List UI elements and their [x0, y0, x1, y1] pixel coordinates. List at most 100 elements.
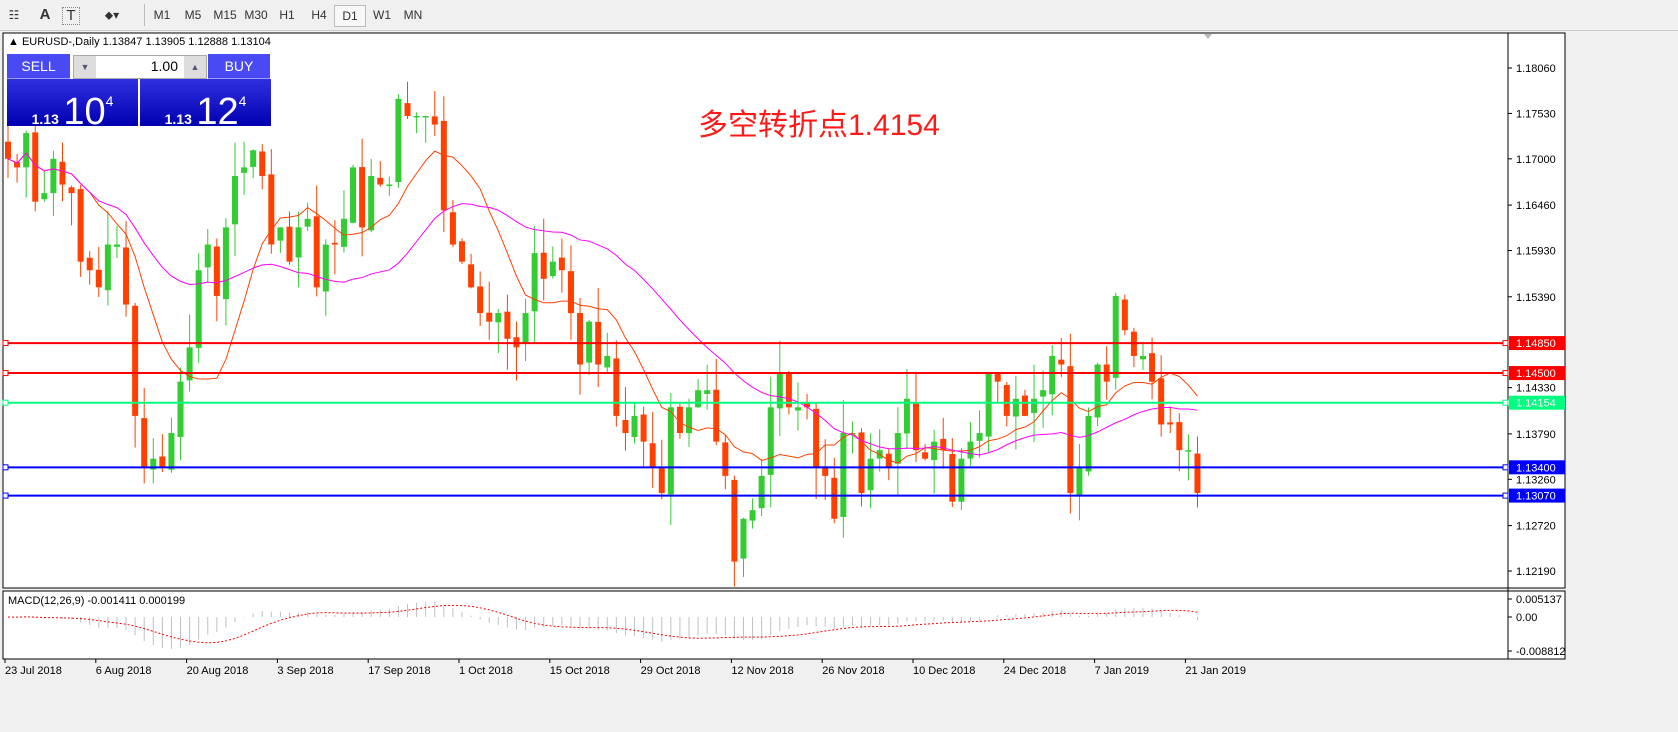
divider: [144, 4, 145, 26]
candle: [1049, 345, 1056, 416]
candle-body: [1121, 299, 1128, 331]
macd-tick-label: -0.008812: [1516, 646, 1566, 658]
candle-body: [77, 189, 84, 262]
candle: [649, 412, 656, 488]
sell-label[interactable]: SELL: [7, 54, 70, 79]
price-line-tag: [1509, 366, 1565, 381]
candle: [204, 229, 211, 283]
candle-body: [1167, 422, 1174, 425]
candle-body: [822, 466, 829, 476]
candle-body: [1003, 385, 1010, 416]
candle: [104, 210, 111, 306]
candle-body: [713, 389, 720, 442]
buy-pips: 12: [196, 91, 239, 133]
candle: [613, 340, 620, 427]
buy-label[interactable]: BUY: [208, 54, 270, 79]
candle-body: [1149, 353, 1156, 382]
pivot-annotation: 多空转折点1.4154: [698, 109, 940, 142]
price-line-tag: [1509, 488, 1565, 503]
candle: [1121, 294, 1128, 336]
candle: [68, 185, 75, 226]
price-tick-label: 1.15390: [1516, 292, 1556, 304]
candle: [1185, 434, 1192, 481]
candle-body: [1176, 422, 1183, 451]
candle-body: [250, 150, 257, 167]
candle-body: [431, 116, 438, 125]
candle: [395, 94, 402, 188]
candle-body: [322, 244, 329, 292]
date-tick-label: 26 Nov 2018: [822, 665, 884, 677]
date-tick-label: 23 Jul 2018: [5, 665, 62, 677]
candle: [277, 227, 284, 253]
price-line-tag: [1509, 460, 1565, 475]
candle-body: [794, 407, 801, 411]
candle: [676, 403, 683, 439]
arrows-tool-icon[interactable]: ⬥▾: [104, 8, 120, 22]
candle-body: [531, 253, 538, 312]
candle: [340, 190, 347, 253]
line-handle: [1502, 464, 1509, 471]
lot-value[interactable]: 1.00: [150, 58, 178, 74]
buy-prefix: 1.13: [164, 111, 192, 127]
candle: [123, 221, 130, 317]
candle: [767, 376, 774, 508]
lot-stepper[interactable]: ▼ 1.00 ▲: [73, 55, 207, 79]
buy-fraction: 4: [238, 93, 247, 109]
candle-body: [903, 398, 910, 434]
tf-h4[interactable]: H4: [311, 8, 327, 22]
lot-decrease-icon[interactable]: ▼: [74, 56, 96, 78]
tf-w1[interactable]: W1: [373, 8, 391, 22]
candle: [1058, 338, 1065, 378]
candle-body: [604, 355, 611, 368]
candle-body: [613, 358, 620, 416]
candle: [1076, 443, 1083, 521]
date-tick-label: 12 Nov 2018: [731, 665, 793, 677]
tf-m1[interactable]: M1: [153, 8, 171, 22]
line-handle: [2, 399, 9, 406]
candle: [213, 238, 220, 322]
buy-button[interactable]: 1.13 124: [140, 79, 271, 133]
sell-prefix: 1.13: [31, 111, 59, 127]
candle-body: [704, 390, 711, 394]
candle: [259, 144, 266, 190]
text-tool-button[interactable]: A: [39, 6, 51, 23]
tf-mn[interactable]: MN: [403, 8, 423, 22]
price-line-tag: [1509, 336, 1565, 351]
text-label-tool-button[interactable]: T: [62, 7, 80, 25]
sell-button[interactable]: 1.13 104: [7, 79, 138, 133]
fibo-tool-icon[interactable]: ☷: [8, 8, 20, 22]
lot-increase-icon[interactable]: ▲: [184, 56, 206, 78]
tf-m30[interactable]: M30: [244, 8, 268, 22]
candle-body: [5, 141, 11, 159]
candle-body: [722, 442, 729, 476]
candle-body: [1076, 467, 1083, 497]
price-tick-label: 1.17530: [1516, 108, 1556, 120]
candle-body: [1040, 390, 1047, 397]
candle: [622, 387, 629, 451]
candle: [785, 370, 792, 415]
candle-body: [913, 402, 919, 451]
tf-h1[interactable]: H1: [279, 8, 295, 22]
candle-body: [141, 418, 148, 468]
candle-body: [667, 407, 674, 495]
candle: [667, 393, 674, 526]
candle-body: [304, 218, 311, 227]
candle: [449, 199, 456, 248]
candle-body: [41, 193, 48, 200]
candle-body: [776, 373, 783, 409]
candle: [359, 138, 366, 257]
candle: [903, 369, 910, 449]
candle: [849, 421, 856, 454]
candle-body: [522, 313, 529, 345]
candle-body: [386, 184, 393, 187]
ma-fast-line: [7, 150, 1198, 464]
candle: [322, 239, 329, 316]
candle-body: [150, 458, 157, 470]
candle-body: [840, 433, 847, 517]
candle-body: [940, 438, 947, 451]
tf-m15[interactable]: M15: [213, 8, 237, 22]
candle-body: [241, 167, 248, 173]
sell-pips: 10: [63, 91, 106, 133]
tf-m5[interactable]: M5: [184, 8, 202, 22]
tf-d1[interactable]: D1: [334, 5, 366, 27]
